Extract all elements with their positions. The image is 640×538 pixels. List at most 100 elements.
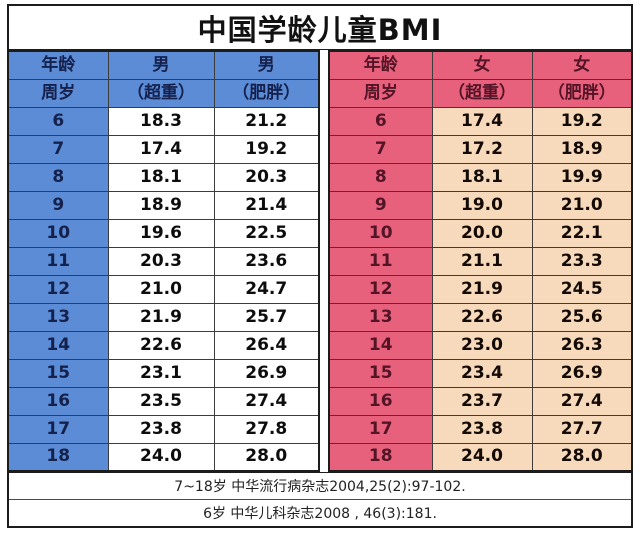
- age-cell: 6: [328, 106, 433, 136]
- table-row: 14 22.6 26.4: [7, 330, 320, 360]
- bmi-value-cell: 21.9: [431, 274, 533, 304]
- age-cell: 10: [328, 218, 433, 248]
- bmi-value-cell: 18.1: [431, 162, 533, 192]
- bmi-value-cell: 23.6: [213, 246, 320, 276]
- table-row: 16 23.5 27.4: [7, 386, 320, 416]
- bmi-value-cell: 23.5: [107, 386, 215, 416]
- girls-bmi-table: 年龄 女 女 周岁 （超重） （肥胖） 6 17.4 19.2 7 17.2 18.9 8 1…: [328, 50, 633, 472]
- bmi-value-cell: 21.4: [213, 190, 320, 220]
- table-row: 14 23.0 26.3: [328, 330, 633, 360]
- bmi-value-cell: 28.0: [213, 442, 320, 472]
- table-row: 9 19.0 21.0: [328, 190, 633, 220]
- bmi-value-cell: 19.9: [531, 162, 633, 192]
- bmi-value-cell: 27.7: [531, 414, 633, 444]
- bmi-value-cell: 21.1: [431, 246, 533, 276]
- source-footnotes: 7~18岁 中华流行病杂志2004,25(2):97-102. 6岁 中华儿科杂…: [7, 471, 633, 528]
- age-cell: 14: [7, 330, 109, 360]
- bmi-value-cell: 23.8: [107, 414, 215, 444]
- bmi-value-cell: 19.0: [431, 190, 533, 220]
- page-title: 中国学龄儿童BMI: [7, 4, 633, 51]
- table-row: 17 23.8 27.8: [7, 414, 320, 444]
- table-row: 12 21.9 24.5: [328, 274, 633, 304]
- girls-table-header: 年龄 女 女 周岁 （超重） （肥胖）: [328, 50, 633, 108]
- bmi-value-cell: 27.4: [531, 386, 633, 416]
- age-cell: 16: [328, 386, 433, 416]
- table-row: 15 23.1 26.9: [7, 358, 320, 388]
- table-row: 13 22.6 25.6: [328, 302, 633, 332]
- bmi-value-cell: 24.0: [107, 442, 215, 472]
- bmi-value-cell: 22.6: [431, 302, 533, 332]
- boys-age-header: 年龄: [7, 50, 109, 80]
- age-cell: 15: [328, 358, 433, 388]
- girls-age-header: 年龄: [328, 50, 433, 80]
- girls-obese-header: 女: [531, 50, 633, 80]
- footnote-source-2: 6岁 中华儿科杂志2008 , 46(3):181.: [9, 499, 631, 526]
- bmi-value-cell: 20.0: [431, 218, 533, 248]
- bmi-value-cell: 17.2: [431, 134, 533, 164]
- bmi-value-cell: 17.4: [107, 134, 215, 164]
- age-cell: 15: [7, 358, 109, 388]
- bmi-value-cell: 26.9: [531, 358, 633, 388]
- table-row: 8 18.1 20.3: [7, 162, 320, 192]
- table-row: 6 18.3 21.2: [7, 106, 320, 136]
- age-cell: 7: [7, 134, 109, 164]
- boys-age-unit-header: 周岁: [7, 78, 109, 108]
- table-row: 8 18.1 19.9: [328, 162, 633, 192]
- bmi-value-cell: 21.2: [213, 106, 320, 136]
- age-cell: 8: [7, 162, 109, 192]
- bmi-value-cell: 17.4: [431, 106, 533, 136]
- age-cell: 9: [7, 190, 109, 220]
- bmi-value-cell: 27.8: [213, 414, 320, 444]
- boys-obese-header: 男: [213, 50, 320, 80]
- bmi-value-cell: 19.2: [213, 134, 320, 164]
- bmi-value-cell: 20.3: [213, 162, 320, 192]
- bmi-value-cell: 22.1: [531, 218, 633, 248]
- age-cell: 17: [7, 414, 109, 444]
- bmi-value-cell: 18.9: [107, 190, 215, 220]
- bmi-value-cell: 24.5: [531, 274, 633, 304]
- age-cell: 16: [7, 386, 109, 416]
- table-row: 13 21.9 25.7: [7, 302, 320, 332]
- age-cell: 6: [7, 106, 109, 136]
- table-row: 17 23.8 27.7: [328, 414, 633, 444]
- age-cell: 12: [7, 274, 109, 304]
- boys-overweight-header: 男: [107, 50, 215, 80]
- girls-table-body: 6 17.4 19.2 7 17.2 18.9 8 18.1 19.9 9 19.0 21.0 10 20…: [328, 106, 633, 472]
- age-cell: 14: [328, 330, 433, 360]
- bmi-value-cell: 28.0: [531, 442, 633, 472]
- boys-bmi-table: 年龄 男 男 周岁 （超重） （肥胖） 6 18.3 21.2 7 17.4 19.2 8 1…: [7, 50, 320, 472]
- bmi-value-cell: 21.0: [531, 190, 633, 220]
- bmi-value-cell: 18.9: [531, 134, 633, 164]
- girls-obese-subheader: （肥胖）: [531, 78, 633, 108]
- bmi-value-cell: 23.7: [431, 386, 533, 416]
- bmi-value-cell: 26.3: [531, 330, 633, 360]
- bmi-value-cell: 23.3: [531, 246, 633, 276]
- table-row: 18 24.0 28.0: [328, 442, 633, 472]
- age-cell: 18: [7, 442, 109, 472]
- age-cell: 10: [7, 218, 109, 248]
- girls-age-unit-header: 周岁: [328, 78, 433, 108]
- boys-table-header: 年龄 男 男 周岁 （超重） （肥胖）: [7, 50, 320, 108]
- table-row: 7 17.2 18.9: [328, 134, 633, 164]
- footnote-source-1: 7~18岁 中华流行病杂志2004,25(2):97-102.: [174, 479, 466, 495]
- table-row: 16 23.7 27.4: [328, 386, 633, 416]
- bmi-value-cell: 24.0: [431, 442, 533, 472]
- table-row: 6 17.4 19.2: [328, 106, 633, 136]
- age-cell: 8: [328, 162, 433, 192]
- table-row: 10 20.0 22.1: [328, 218, 633, 248]
- table-row: 18 24.0 28.0: [7, 442, 320, 472]
- boys-table-body: 6 18.3 21.2 7 17.4 19.2 8 18.1 20.3 9 18.9 21.4 10 19…: [7, 106, 320, 472]
- age-cell: 11: [7, 246, 109, 276]
- tables-row: 年龄 男 男 周岁 （超重） （肥胖） 6 18.3 21.2 7 17.4 19.2 8 1…: [7, 50, 633, 472]
- age-cell: 11: [328, 246, 433, 276]
- bmi-value-cell: 21.9: [107, 302, 215, 332]
- bmi-value-cell: 18.1: [107, 162, 215, 192]
- table-row: 11 21.1 23.3: [328, 246, 633, 276]
- bmi-value-cell: 24.7: [213, 274, 320, 304]
- age-cell: 7: [328, 134, 433, 164]
- bmi-value-cell: 19.6: [107, 218, 215, 248]
- table-row: 9 18.9 21.4: [7, 190, 320, 220]
- bmi-value-cell: 21.0: [107, 274, 215, 304]
- bmi-value-cell: 23.0: [431, 330, 533, 360]
- table-gap-divider: [320, 50, 328, 472]
